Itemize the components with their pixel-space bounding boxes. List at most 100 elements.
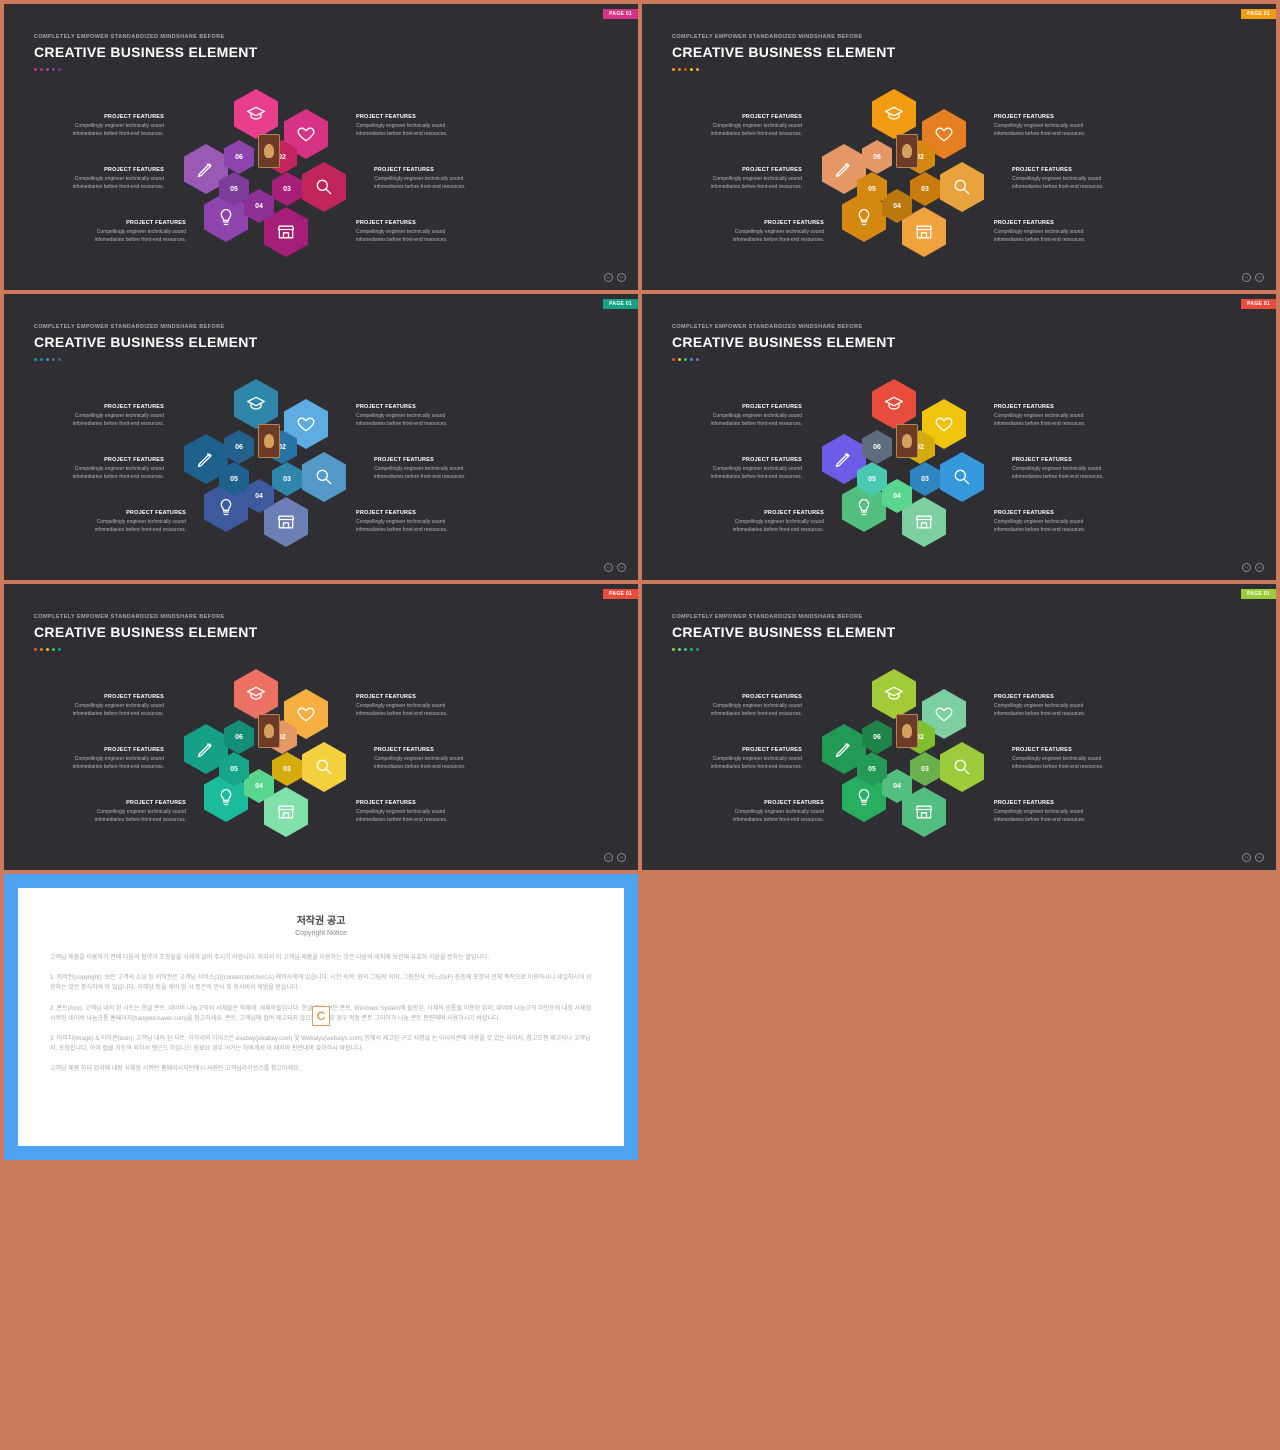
feature-desc: Compellingly engineer technically sound … (49, 756, 164, 771)
pencil-icon (834, 739, 854, 759)
cap-icon (246, 104, 266, 124)
nav-next[interactable]: ›› (617, 273, 626, 282)
feature-block: PROJECT FEATURESCompellingly engineer te… (356, 800, 471, 824)
pencil-icon (834, 449, 854, 469)
dot (678, 648, 681, 651)
feature-desc: Compellingly engineer technically sound … (709, 229, 824, 244)
feature-desc: Compellingly engineer technically sound … (49, 123, 164, 138)
feature-block: PROJECT FEATURESCompellingly engineer te… (49, 167, 164, 191)
nav-next[interactable]: ›› (1255, 853, 1264, 862)
nav-prev[interactable]: ‹‹ (604, 853, 613, 862)
feature-title: PROJECT FEATURES (374, 457, 489, 463)
feature-block: PROJECT FEATURESCompellingly engineer te… (994, 114, 1109, 138)
hex-inner: 06 (224, 140, 254, 174)
feature-block: PROJECT FEATURESCompellingly engineer te… (994, 800, 1109, 824)
hex-cluster: 0203040506 (827, 94, 987, 254)
hex-outer (302, 162, 346, 212)
feature-title: PROJECT FEATURES (374, 747, 489, 753)
feature-desc: Compellingly engineer technically sound … (994, 703, 1109, 718)
feature-desc: Compellingly engineer technically sound … (994, 229, 1109, 244)
dot (58, 648, 61, 651)
pencil-icon (196, 449, 216, 469)
feature-title: PROJECT FEATURES (49, 694, 164, 700)
hex-inner: 03 (910, 462, 940, 496)
page-tag: PAGE 01 (603, 9, 638, 19)
feature-desc: Compellingly engineer technically sound … (687, 123, 802, 138)
nav-next[interactable]: ›› (617, 563, 626, 572)
hex-inner: 03 (272, 172, 302, 206)
bulb-icon (216, 497, 236, 517)
search-icon (952, 467, 972, 487)
feature-desc: Compellingly engineer technically sound … (1012, 756, 1127, 771)
feature-title: PROJECT FEATURES (994, 220, 1109, 226)
feature-desc: Compellingly engineer technically sound … (49, 703, 164, 718)
slide-subtitle: COMPLETELY EMPOWER STANDARDIZED MINDSHAR… (34, 34, 225, 40)
feature-desc: Compellingly engineer technically sound … (994, 519, 1109, 534)
dot (40, 358, 43, 361)
feature-title: PROJECT FEATURES (1012, 167, 1127, 173)
nav-next[interactable]: ›› (617, 853, 626, 862)
feature-block: PROJECT FEATURESCompellingly engineer te… (994, 510, 1109, 534)
slide-title: CREATIVE BUSINESS ELEMENT (34, 624, 258, 640)
feature-title: PROJECT FEATURES (71, 220, 186, 226)
dot (690, 648, 693, 651)
feature-desc: Compellingly engineer technically sound … (709, 809, 824, 824)
slide-nav: ‹‹ ›› (1242, 273, 1264, 282)
center-image (258, 134, 280, 168)
feature-desc: Compellingly engineer technically sound … (687, 413, 802, 428)
feature-desc: Compellingly engineer technically sound … (356, 703, 471, 718)
feature-desc: Compellingly engineer technically sound … (71, 519, 186, 534)
feature-desc: Compellingly engineer technically sound … (356, 229, 471, 244)
bulb-icon (854, 207, 874, 227)
feature-block: PROJECT FEATURESCompellingly engineer te… (356, 220, 471, 244)
feature-block: PROJECT FEATURESCompellingly engineer te… (356, 114, 471, 138)
pencil-icon (834, 159, 854, 179)
feature-title: PROJECT FEATURES (374, 167, 489, 173)
presentation-slide: PAGE 01COMPLETELY EMPOWER STANDARDIZED M… (4, 294, 638, 580)
pencil-icon (196, 159, 216, 179)
copyright-card: 저작권 공고Copyright Notice고객님 제품을 이용하기 전에 다음… (18, 888, 624, 1146)
slide-nav: ‹‹ ›› (604, 563, 626, 572)
feature-title: PROJECT FEATURES (709, 510, 824, 516)
hex-inner: 06 (862, 720, 892, 754)
nav-prev[interactable]: ‹‹ (1242, 853, 1251, 862)
slide-grid: PAGE 01 COMPLETELY EMPOWER STANDARDIZED M… (0, 0, 1280, 1164)
feature-desc: Compellingly engineer technically sound … (356, 809, 471, 824)
feature-title: PROJECT FEATURES (687, 457, 802, 463)
nav-prev[interactable]: ‹‹ (604, 563, 613, 572)
nav-prev[interactable]: ‹‹ (604, 273, 613, 282)
nav-next[interactable]: ›› (1255, 563, 1264, 572)
nav-prev[interactable]: ‹‹ (1242, 273, 1251, 282)
feature-desc: Compellingly engineer technically sound … (687, 176, 802, 191)
feature-block: PROJECT FEATURESCompellingly engineer te… (71, 800, 186, 824)
hex-inner: 06 (224, 430, 254, 464)
nav-next[interactable]: ›› (1255, 273, 1264, 282)
feature-block: PROJECT FEATURESCompellingly engineer te… (994, 694, 1109, 718)
dot (46, 68, 49, 71)
feature-desc: Compellingly engineer technically sound … (356, 519, 471, 534)
accent-dots (34, 648, 61, 651)
feature-desc: Compellingly engineer technically sound … (356, 413, 471, 428)
slide-nav: ‹‹ ›› (604, 273, 626, 282)
slide-subtitle: COMPLETELY EMPOWER STANDARDIZED MINDSHAR… (672, 614, 863, 620)
search-icon (314, 757, 334, 777)
feature-title: PROJECT FEATURES (709, 800, 824, 806)
copyright-subtitle: Copyright Notice (50, 930, 592, 937)
feature-block: PROJECT FEATURESCompellingly engineer te… (71, 510, 186, 534)
feature-title: PROJECT FEATURES (687, 747, 802, 753)
feature-block: PROJECT FEATURESCompellingly engineer te… (709, 510, 824, 534)
hex-outer (234, 379, 278, 429)
heart-icon (934, 704, 954, 724)
copyright-paragraph: 3. 이미지(image) & 이이콘(icon): 고객님 내의 된 사트, … (50, 1034, 592, 1054)
hex-inner: 03 (910, 752, 940, 786)
feature-block: PROJECT FEATURESCompellingly engineer te… (687, 747, 802, 771)
bulb-icon (854, 497, 874, 517)
nav-prev[interactable]: ‹‹ (1242, 563, 1251, 572)
feature-block: PROJECT FEATURESCompellingly engineer te… (1012, 167, 1127, 191)
feature-block: PROJECT FEATURESCompellingly engineer te… (1012, 457, 1127, 481)
feature-title: PROJECT FEATURES (1012, 747, 1127, 753)
empty-cell (642, 874, 1276, 1160)
page-tag: PAGE 01 (603, 589, 638, 599)
dot (684, 648, 687, 651)
hex-outer (940, 452, 984, 502)
